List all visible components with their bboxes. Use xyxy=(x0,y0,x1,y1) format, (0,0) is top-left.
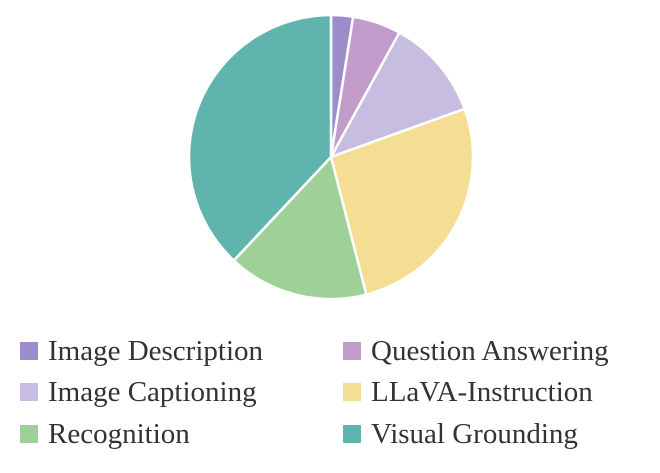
pie-slice-llava-instruction xyxy=(329,107,475,296)
legend-label-image-description: Image Description xyxy=(48,335,264,367)
legend-label-question-answering: Question Answering xyxy=(371,335,609,367)
legend-label-image-captioning: Image Captioning xyxy=(48,376,257,408)
legend-item-image-captioning: Image Captioning xyxy=(20,375,257,409)
legend-swatch-image-description xyxy=(20,342,38,360)
legend-label-llava-instruction: LLaVA-Instruction xyxy=(371,376,593,408)
legend-item-image-description: Image Description xyxy=(20,334,263,368)
legend-item-recognition: Recognition xyxy=(20,417,190,451)
pie-slice-visual-grounding xyxy=(187,13,333,262)
legend-item-llava-instruction: LLaVA-Instruction xyxy=(343,375,593,409)
legend-swatch-llava-instruction xyxy=(343,383,361,401)
legend-label-visual-grounding: Visual Grounding xyxy=(371,418,578,450)
pie-slice-image-captioning xyxy=(329,31,466,159)
legend-swatch-question-answering xyxy=(343,342,361,360)
legend-swatch-recognition xyxy=(20,425,38,443)
legend-item-visual-grounding: Visual Grounding xyxy=(343,417,578,451)
legend-swatch-image-captioning xyxy=(20,383,38,401)
pie-slice-recognition xyxy=(232,155,368,301)
legend-label-recognition: Recognition xyxy=(48,418,190,450)
legend-item-question-answering: Question Answering xyxy=(343,334,609,368)
legend-swatch-visual-grounding xyxy=(343,425,361,443)
